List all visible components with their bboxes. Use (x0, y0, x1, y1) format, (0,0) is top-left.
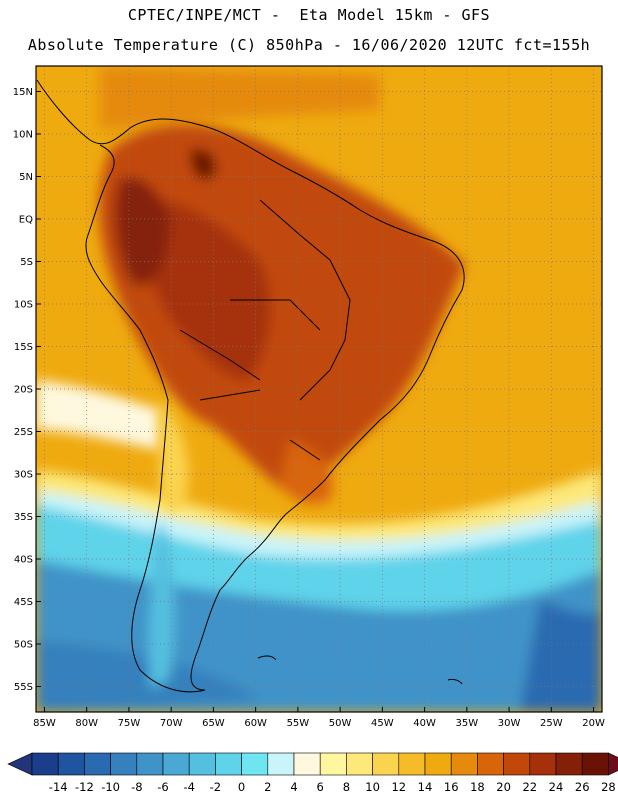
colorbar-labels: -14 -12 -10 -8 -6 -4 -2 0 2 4 6 8 10 12 14 16 18 20 22 24 26… (49, 780, 616, 794)
latitude-label: 5S (20, 257, 33, 268)
longitude-label: 50W (329, 718, 352, 729)
colorbar-swatch (372, 752, 400, 776)
latitude-label: 55S (14, 682, 33, 693)
colorbar-label: 0 (238, 780, 245, 794)
latitude-label: 10S (14, 300, 33, 311)
colorbar-swatch (57, 752, 85, 776)
latitude-label: 35S (14, 512, 33, 523)
colorbar-swatch (398, 752, 426, 776)
latitude-label: 15S (14, 342, 33, 353)
colorbar-label: 10 (365, 780, 380, 794)
land-temperature (99, 124, 465, 690)
colorbar-swatch (136, 752, 164, 776)
colorbar-swatch (346, 752, 373, 776)
colorbar-label: 8 (343, 780, 350, 794)
colorbar-label: -12 (75, 780, 94, 794)
longitude-label: 65W (202, 718, 225, 729)
colorbar-swatch (267, 752, 295, 776)
temperature-colorbar: -14 -12 -10 -8 -6 -4 -2 0 2 4 6 8 10 12 14 16 18 20 22 24 26… (7, 752, 618, 794)
longitude-label: 60W (244, 718, 267, 729)
longitude-label: 30W (498, 718, 521, 729)
colorbar-swatch (188, 752, 216, 776)
map-title-line-1: CPTEC/INPE/MCT - Eta Model 15km - GFS (127, 6, 491, 24)
colorbar-label: 18 (470, 780, 485, 794)
temperature-map: 15N 10N 5N EQ 5S 10S 15S 20S 25S 30S 35S 40S 45S 50S 5… (13, 65, 605, 729)
colorbar-swatches (7, 752, 618, 776)
coastlines (36, 79, 465, 693)
colorbar-swatch (293, 752, 321, 776)
colorbar-swatch (241, 752, 269, 776)
colorbar-label: 24 (549, 780, 564, 794)
colorbar-swatch (31, 752, 59, 776)
colorbar-label: 14 (418, 780, 433, 794)
colorbar-label: -6 (157, 780, 168, 794)
latitude-label: 15N (13, 87, 33, 98)
colorbar-swatch (110, 752, 138, 776)
latitude-labels: 15N 10N 5N EQ 5S 10S 15S 20S 25S 30S 35S 40S 45S 50S 5… (13, 87, 41, 693)
colorbar-label: -4 (183, 780, 194, 794)
colorbar-label: 12 (391, 780, 406, 794)
colorbar-max-arrow (608, 752, 618, 776)
colorbar-swatch (529, 752, 557, 776)
colorbar-label: 6 (317, 780, 324, 794)
longitude-label: 45W (371, 718, 394, 729)
colorbar-swatch (581, 752, 609, 776)
map-title-line-2: Absolute Temperature (C) 850hPa - 16/06/… (27, 36, 591, 54)
longitude-label: 35W (456, 718, 479, 729)
colorbar-label: 4 (290, 780, 297, 794)
longitude-label: 70W (160, 718, 183, 729)
longitude-label: 80W (75, 718, 98, 729)
colorbar-label: -10 (101, 780, 120, 794)
longitude-label: 40W (413, 718, 436, 729)
colorbar-label: 28 (601, 780, 616, 794)
latitude-label: 50S (14, 640, 33, 651)
colorbar-swatch (503, 752, 531, 776)
latitude-label: 10N (13, 130, 33, 141)
colorbar-swatch (84, 752, 111, 776)
longitude-label: 85W (33, 718, 56, 729)
colorbar-swatch (215, 752, 242, 776)
latitude-label: 20S (14, 385, 33, 396)
colorbar-swatch (162, 752, 190, 776)
latitude-label: 40S (14, 555, 33, 566)
colorbar-swatch (450, 752, 478, 776)
colorbar-label: 20 (496, 780, 511, 794)
colorbar-swatch (319, 752, 347, 776)
latitude-label: 45S (14, 597, 33, 608)
longitude-label: 75W (118, 718, 141, 729)
colorbar-label: 2 (264, 780, 271, 794)
longitude-label: 25W (540, 718, 563, 729)
longitude-label: 20W (582, 718, 605, 729)
colorbar-min-arrow (7, 752, 33, 776)
longitude-labels: 85W 80W 75W 70W 65W 60W 55W 50W 45W 40W 35W 30W 25W 2… (33, 707, 605, 729)
latitude-label: 5N (19, 172, 33, 183)
colorbar-label: -2 (210, 780, 221, 794)
latitude-label: EQ (19, 215, 33, 226)
colorbar-label: 26 (575, 780, 590, 794)
colorbar-swatch (555, 752, 583, 776)
colorbar-label: 22 (522, 780, 537, 794)
temperature-field (36, 66, 602, 712)
colorbar-swatch (477, 752, 504, 776)
colorbar-label: -14 (49, 780, 68, 794)
longitude-label: 55W (287, 718, 310, 729)
latitude-label: 30S (14, 470, 33, 481)
colorbar-label: 16 (444, 780, 459, 794)
latitude-label: 25S (14, 427, 33, 438)
colorbar-label: -8 (131, 780, 142, 794)
colorbar-swatch (424, 752, 452, 776)
